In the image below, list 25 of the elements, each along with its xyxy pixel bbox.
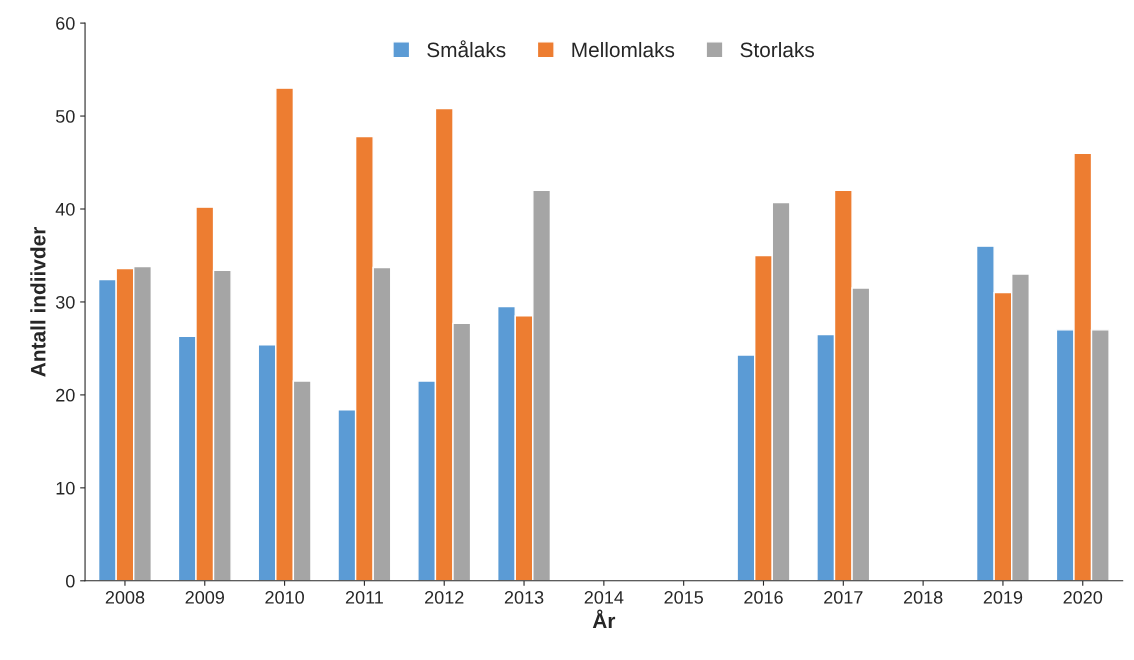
y-tick-label: 10: [56, 481, 75, 495]
legend-label: Smålaks: [427, 40, 506, 58]
y-tick-label: 60: [56, 17, 75, 30]
y-tick-label: 40: [55, 202, 75, 216]
x-tick-label: 2019: [983, 591, 1023, 604]
x-tick-label: 2013: [504, 591, 544, 604]
x-tick-label: 2011: [345, 591, 383, 604]
x-tick-label: 2015: [664, 591, 703, 604]
x-tick-label: 2020: [1063, 591, 1103, 604]
y-tick-label: 20: [56, 388, 75, 402]
x-tick-label: 2014: [584, 591, 624, 604]
y-tick-label: 50: [55, 109, 75, 123]
x-tick-label: 2010: [265, 591, 304, 604]
y-tick-label: 0: [65, 574, 75, 588]
x-tick-label: 2012: [425, 591, 464, 604]
x-tick-label: 2016: [744, 591, 783, 604]
x-tick-label: 2009: [185, 591, 224, 604]
legend-label: Storlaks: [740, 41, 815, 58]
y-tick-label: 30: [55, 295, 75, 309]
legend-label: Mellomlaks: [572, 41, 675, 58]
x-axis-title: År: [592, 609, 616, 629]
x-tick-label: 2018: [903, 591, 943, 604]
x-tick-label: 2008: [105, 591, 145, 604]
x-tick-label: 2017: [824, 591, 863, 604]
y-axis-title: Antall indiivder: [30, 227, 46, 377]
